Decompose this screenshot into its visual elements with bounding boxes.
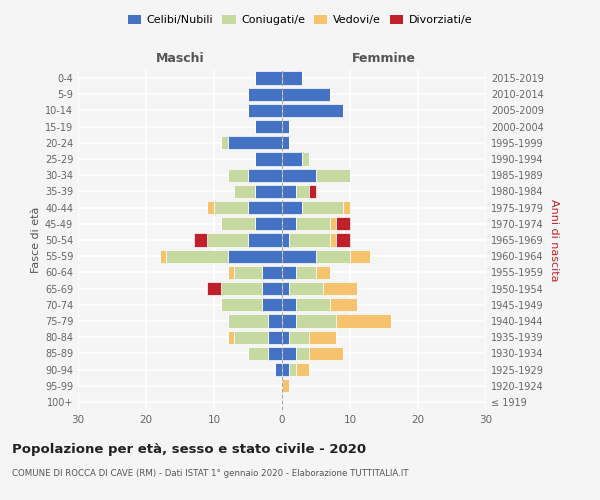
Y-axis label: Fasce di età: Fasce di età — [31, 207, 41, 273]
Bar — [329, 298, 357, 312]
Bar — [248, 104, 282, 117]
Bar — [207, 234, 248, 246]
Legend: Celibi/Nubili, Coniugati/e, Vedovi/e, Divorziati/e: Celibi/Nubili, Coniugati/e, Vedovi/e, Di… — [124, 10, 476, 30]
Bar — [248, 168, 282, 182]
Bar — [262, 282, 282, 295]
Bar — [282, 266, 296, 279]
Bar — [282, 346, 296, 360]
Bar — [227, 136, 282, 149]
Bar — [255, 185, 282, 198]
Bar — [337, 217, 350, 230]
Bar — [268, 330, 282, 344]
Bar — [296, 314, 337, 328]
Bar — [337, 234, 350, 246]
Bar — [282, 168, 316, 182]
Bar — [316, 168, 350, 182]
Bar — [255, 217, 282, 230]
Bar — [221, 298, 262, 312]
Bar — [282, 379, 289, 392]
Bar — [282, 363, 289, 376]
Bar — [309, 330, 337, 344]
Text: COMUNE DI ROCCA DI CAVE (RM) - Dati ISTAT 1° gennaio 2020 - Elaborazione TUTTITA: COMUNE DI ROCCA DI CAVE (RM) - Dati ISTA… — [12, 469, 409, 478]
Bar — [296, 363, 309, 376]
Bar — [275, 363, 282, 376]
Bar — [282, 120, 289, 134]
Bar — [227, 266, 235, 279]
Bar — [296, 298, 329, 312]
Bar — [282, 250, 316, 263]
Bar — [268, 314, 282, 328]
Bar — [302, 201, 343, 214]
Bar — [316, 250, 350, 263]
Bar — [227, 168, 248, 182]
Bar — [296, 185, 309, 198]
Bar — [262, 266, 282, 279]
Bar — [337, 314, 391, 328]
Bar — [282, 72, 302, 85]
Bar — [289, 282, 323, 295]
Bar — [282, 104, 343, 117]
Bar — [227, 330, 235, 344]
Bar — [248, 346, 268, 360]
Bar — [296, 266, 316, 279]
Bar — [296, 346, 309, 360]
Bar — [282, 282, 289, 295]
Bar — [255, 152, 282, 166]
Bar — [282, 152, 302, 166]
Bar — [289, 234, 329, 246]
Bar — [316, 266, 329, 279]
Bar — [262, 298, 282, 312]
Bar — [282, 298, 296, 312]
Bar — [282, 88, 329, 101]
Bar — [282, 314, 296, 328]
Bar — [329, 217, 337, 230]
Bar — [194, 234, 207, 246]
Bar — [235, 330, 268, 344]
Bar — [289, 330, 309, 344]
Bar — [207, 282, 221, 295]
Bar — [282, 185, 296, 198]
Bar — [221, 217, 255, 230]
Bar — [248, 234, 282, 246]
Bar — [323, 282, 357, 295]
Bar — [160, 250, 166, 263]
Text: Maschi: Maschi — [155, 52, 205, 65]
Text: Femmine: Femmine — [352, 52, 416, 65]
Bar — [282, 136, 289, 149]
Bar — [221, 282, 262, 295]
Bar — [255, 120, 282, 134]
Bar — [268, 346, 282, 360]
Bar — [343, 201, 350, 214]
Bar — [248, 88, 282, 101]
Text: Popolazione per età, sesso e stato civile - 2020: Popolazione per età, sesso e stato civil… — [12, 442, 366, 456]
Bar — [227, 250, 282, 263]
Bar — [282, 201, 302, 214]
Bar — [329, 234, 337, 246]
Bar — [235, 266, 262, 279]
Bar — [282, 330, 289, 344]
Bar — [248, 201, 282, 214]
Bar — [221, 136, 227, 149]
Bar — [235, 185, 255, 198]
Bar — [282, 217, 296, 230]
Bar — [289, 363, 296, 376]
Y-axis label: Anni di nascita: Anni di nascita — [549, 198, 559, 281]
Bar — [207, 201, 214, 214]
Bar — [282, 234, 289, 246]
Bar — [296, 217, 329, 230]
Bar — [166, 250, 227, 263]
Bar — [309, 185, 316, 198]
Bar — [350, 250, 370, 263]
Bar — [309, 346, 343, 360]
Bar — [302, 152, 309, 166]
Bar — [214, 201, 248, 214]
Bar — [227, 314, 268, 328]
Bar — [255, 72, 282, 85]
